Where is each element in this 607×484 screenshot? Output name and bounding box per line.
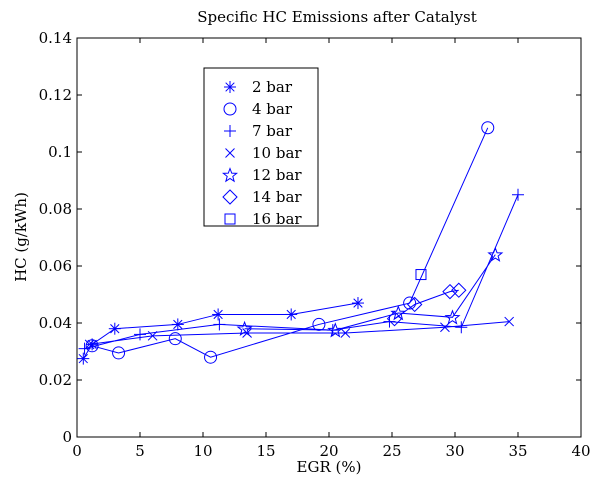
x-axis-label: EGR (%)	[297, 458, 362, 476]
data-point-2-bar	[285, 308, 298, 321]
x-tick-label: 0	[72, 442, 82, 460]
series-10-bar	[84, 316, 515, 350]
legend-item-7-bar: 7 bar	[224, 122, 293, 140]
legend-label: 7 bar	[252, 122, 293, 140]
legend-label: 4 bar	[252, 100, 293, 118]
y-tick-label: 0.1	[48, 143, 72, 161]
data-point-7-bar	[383, 315, 396, 328]
legend-box	[203, 67, 319, 227]
y-tick-label: 0.02	[39, 371, 72, 389]
x-tick-label: 15	[256, 442, 275, 460]
legend-item-14-bar: 14 bar	[222, 188, 302, 206]
data-point-14-bar	[406, 296, 423, 313]
x-tick-label: 10	[193, 442, 212, 460]
data-point-4-bar	[403, 296, 417, 310]
legend-label: 10 bar	[252, 144, 302, 162]
series-16-bar	[415, 269, 427, 281]
data-point-12-bar	[236, 320, 253, 337]
y-tick-label: 0.08	[39, 200, 72, 218]
data-point-4-bar	[112, 346, 126, 360]
legend-marker-16-bar	[224, 213, 236, 225]
data-point-4-bar	[85, 339, 99, 353]
data-point-12-bar	[444, 309, 461, 325]
series-line-14-bar	[394, 289, 459, 320]
series-14-bar	[386, 282, 467, 327]
x-tick-label: 40	[571, 442, 590, 460]
legend-marker-4-bar	[223, 102, 237, 116]
data-point-12-bar	[327, 322, 344, 338]
x-axis: 0 5 10 15 20 25 30 35 40	[72, 38, 591, 460]
data-point-10-bar	[242, 328, 252, 338]
legend-marker-14-bar	[222, 189, 238, 205]
data-point-14-bar	[442, 283, 458, 300]
legend-marker-2-bar	[224, 81, 236, 93]
legend: 2 bar 4 bar 7 bar 10 bar 12 bar 14 bar 16 bar	[203, 67, 319, 228]
data-point-4-bar	[312, 317, 326, 331]
data-point-14-bar	[451, 282, 467, 298]
legend-marker-12-bar	[221, 167, 239, 183]
data-point-7-bar	[455, 321, 468, 334]
y-tick-label: 0.12	[39, 86, 72, 104]
data-point-12-bar	[487, 246, 504, 262]
data-point-10-bar	[84, 339, 95, 350]
series-layer	[77, 121, 524, 365]
x-tick-label: 30	[445, 442, 464, 460]
legend-label: 14 bar	[252, 188, 302, 206]
chart-title: Specific HC Emissions after Catalyst	[197, 8, 477, 26]
data-point-2-bar	[351, 297, 364, 310]
data-point-4-bar	[481, 121, 495, 135]
data-point-4-bar	[168, 332, 182, 346]
y-tick-label: 0.06	[39, 257, 72, 275]
y-tick-label: 0	[62, 428, 72, 446]
legend-label: 16 bar	[252, 210, 302, 228]
series-line-10-bar	[89, 321, 510, 345]
x-tick-label: 5	[135, 442, 145, 460]
legend-marker-10-bar	[225, 148, 235, 158]
legend-item-4-bar: 4 bar	[223, 100, 293, 118]
legend-label: 12 bar	[252, 166, 302, 184]
x-tick-label: 25	[382, 442, 401, 460]
legend-label: 2 bar	[252, 78, 293, 96]
data-point-14-bar	[386, 311, 403, 327]
y-axis: 0 0.02 0.04 0.06 0.08 0.1 0.12 0.14	[39, 29, 581, 446]
data-point-7-bar	[512, 188, 524, 201]
data-point-7-bar	[213, 318, 226, 331]
data-point-10-bar	[147, 330, 158, 341]
legend-item-12-bar: 12 bar	[221, 166, 302, 184]
data-point-7-bar	[134, 328, 146, 341]
legend-marker-7-bar	[224, 125, 236, 137]
data-point-10-bar	[504, 316, 515, 327]
legend-item-10-bar: 10 bar	[225, 144, 302, 162]
y-axis-label: HC (g/kWh)	[12, 192, 30, 282]
x-tick-label: 35	[508, 442, 527, 460]
y-tick-label: 0.04	[39, 314, 72, 332]
legend-item-16-bar: 16 bar	[224, 210, 302, 228]
data-point-16-bar	[415, 269, 427, 281]
data-point-10-bar	[340, 328, 351, 338]
data-point-2-bar	[77, 352, 90, 365]
y-tick-label: 0.14	[39, 29, 72, 47]
series-line-12-bar	[244, 254, 496, 331]
data-point-2-bar	[108, 322, 121, 335]
legend-item-2-bar: 2 bar	[224, 78, 293, 96]
plot-area-frame	[76, 37, 582, 438]
data-point-2-bar	[212, 308, 225, 321]
data-point-4-bar	[204, 350, 218, 364]
data-point-2-bar	[171, 318, 184, 331]
x-tick-label: 20	[319, 442, 338, 460]
series-12-bar	[236, 246, 504, 338]
data-point-7-bar	[78, 342, 91, 355]
